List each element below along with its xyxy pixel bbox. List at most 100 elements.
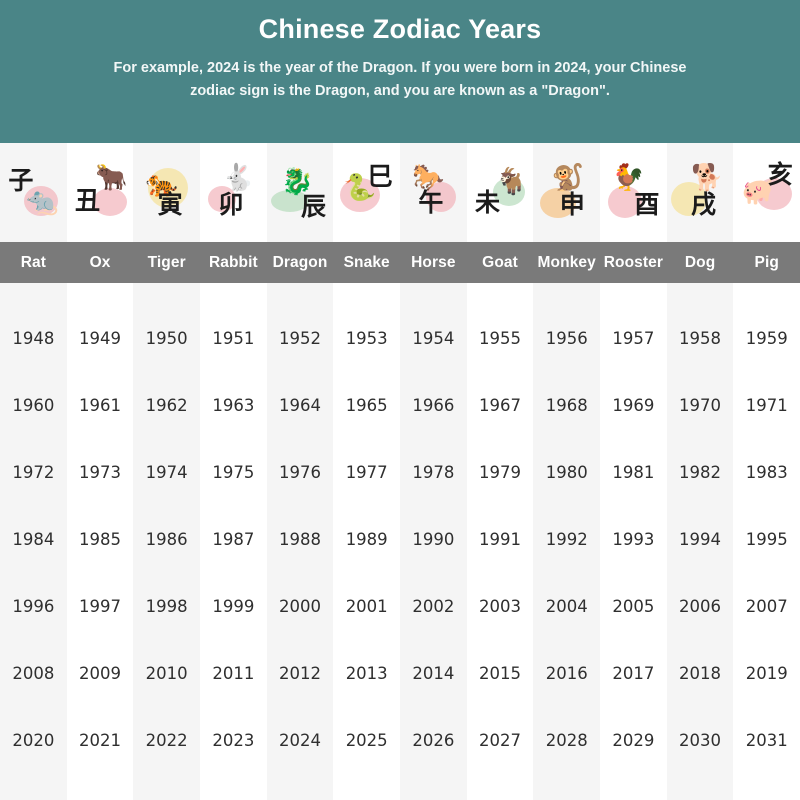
year-cell[interactable]: 1977 [345, 463, 388, 482]
year-cell[interactable]: 1965 [345, 396, 388, 415]
zodiac-name-header-goat[interactable]: Goat [482, 253, 518, 271]
year-cell[interactable]: 1968 [545, 396, 588, 415]
year-cell[interactable]: 1995 [745, 530, 788, 549]
year-cell[interactable]: 1959 [745, 329, 788, 348]
year-cell[interactable]: 1958 [679, 329, 722, 348]
zodiac-name-header-rat[interactable]: Rat [20, 253, 46, 271]
year-cell[interactable]: 2023 [212, 731, 255, 750]
zodiac-icon-cell[interactable]: 🐅 寅 [133, 143, 200, 242]
zodiac-icon-cell[interactable]: 🐓 酉 [600, 143, 667, 242]
year-cell[interactable]: 2001 [345, 597, 388, 616]
year-cell[interactable]: 1999 [212, 597, 255, 616]
year-cell[interactable]: 2002 [412, 597, 455, 616]
zodiac-name-header-monkey[interactable]: Monkey [537, 253, 596, 271]
zodiac-name-header-dragon[interactable]: Dragon [272, 253, 328, 271]
year-cell[interactable]: 1964 [279, 396, 322, 415]
year-cell[interactable]: 1994 [679, 530, 722, 549]
zodiac-icon-cell[interactable]: 🐀 子 [0, 143, 67, 242]
year-cell[interactable]: 1998 [145, 597, 188, 616]
year-cell[interactable]: 1983 [745, 463, 788, 482]
year-cell[interactable]: 2010 [145, 664, 188, 683]
year-cell[interactable]: 1966 [412, 396, 455, 415]
year-cell[interactable]: 1989 [345, 530, 388, 549]
year-cell[interactable]: 1953 [345, 329, 388, 348]
year-cell[interactable]: 1974 [145, 463, 188, 482]
year-cell[interactable]: 1957 [612, 329, 655, 348]
year-cell[interactable]: 1952 [279, 329, 322, 348]
year-cell[interactable]: 2008 [12, 664, 55, 683]
zodiac-name-header-dog[interactable]: Dog [684, 253, 716, 271]
year-cell[interactable]: 2024 [279, 731, 322, 750]
year-cell[interactable]: 1969 [612, 396, 655, 415]
year-cell[interactable]: 2027 [479, 731, 522, 750]
year-cell[interactable]: 1985 [79, 530, 121, 549]
year-cell[interactable]: 1956 [545, 329, 588, 348]
year-cell[interactable]: 2013 [345, 664, 388, 683]
year-cell[interactable]: 2016 [545, 664, 588, 683]
year-cell[interactable]: 2007 [745, 597, 788, 616]
year-cell[interactable]: 1967 [479, 396, 522, 415]
year-cell[interactable]: 2005 [612, 597, 655, 616]
zodiac-icon-cell[interactable]: 🐍 巳 [333, 143, 400, 242]
year-cell[interactable]: 1978 [412, 463, 455, 482]
zodiac-icon-cell[interactable]: 🐕 戌 [667, 143, 734, 242]
year-cell[interactable]: 2022 [145, 731, 188, 750]
year-cell[interactable]: 1996 [12, 597, 55, 616]
year-cell[interactable]: 2003 [479, 597, 522, 616]
zodiac-icon-cell[interactable]: 🐖 亥 [733, 143, 800, 242]
year-cell[interactable]: 2014 [412, 664, 455, 683]
year-cell[interactable]: 2000 [279, 597, 322, 616]
year-cell[interactable]: 2015 [479, 664, 522, 683]
year-cell[interactable]: 1973 [79, 463, 121, 482]
year-cell[interactable]: 1954 [412, 329, 455, 348]
year-cell[interactable]: 1980 [545, 463, 588, 482]
year-cell[interactable]: 1984 [12, 530, 55, 549]
year-cell[interactable]: 1979 [479, 463, 522, 482]
year-cell[interactable]: 2021 [79, 731, 121, 750]
year-cell[interactable]: 1972 [12, 463, 55, 482]
zodiac-icon-cell[interactable]: 🐇 卯 [200, 143, 267, 242]
zodiac-icon-cell[interactable]: 🐂 丑 [67, 143, 134, 242]
year-cell[interactable]: 1988 [279, 530, 322, 549]
zodiac-name-header-horse[interactable]: Horse [411, 253, 456, 271]
year-cell[interactable]: 2029 [612, 731, 655, 750]
year-cell[interactable]: 1990 [412, 530, 455, 549]
year-cell[interactable]: 2012 [279, 664, 322, 683]
year-cell[interactable]: 1987 [212, 530, 255, 549]
year-cell[interactable]: 2020 [12, 731, 55, 750]
year-cell[interactable]: 1963 [212, 396, 255, 415]
year-cell[interactable]: 2030 [679, 731, 722, 750]
year-cell[interactable]: 2009 [79, 664, 121, 683]
year-cell[interactable]: 1948 [12, 329, 55, 348]
year-cell[interactable]: 1993 [612, 530, 655, 549]
year-cell[interactable]: 1970 [679, 396, 722, 415]
year-cell[interactable]: 2006 [679, 597, 722, 616]
zodiac-name-header-rabbit[interactable]: Rabbit [208, 253, 258, 271]
year-cell[interactable]: 1991 [479, 530, 522, 549]
year-cell[interactable]: 1981 [612, 463, 655, 482]
year-cell[interactable]: 1971 [745, 396, 788, 415]
zodiac-icon-cell[interactable]: 🐎 午 [400, 143, 467, 242]
year-cell[interactable]: 1976 [279, 463, 322, 482]
year-cell[interactable]: 1950 [145, 329, 188, 348]
year-cell[interactable]: 1951 [212, 329, 255, 348]
zodiac-icon-cell[interactable]: 🐒 申 [533, 143, 600, 242]
year-cell[interactable]: 1955 [479, 329, 522, 348]
year-cell[interactable]: 1986 [145, 530, 188, 549]
year-cell[interactable]: 1975 [212, 463, 255, 482]
zodiac-name-header-tiger[interactable]: Tiger [147, 253, 186, 271]
year-cell[interactable]: 2017 [612, 664, 655, 683]
zodiac-icon-cell[interactable]: 🐉 辰 [267, 143, 334, 242]
year-cell[interactable]: 1992 [545, 530, 588, 549]
year-cell[interactable]: 2018 [679, 664, 722, 683]
year-cell[interactable]: 2031 [745, 731, 788, 750]
year-cell[interactable]: 2026 [412, 731, 455, 750]
year-cell[interactable]: 1982 [679, 463, 722, 482]
year-cell[interactable]: 1960 [12, 396, 55, 415]
zodiac-icon-cell[interactable]: 🐐 未 [467, 143, 534, 242]
year-cell[interactable]: 2019 [745, 664, 788, 683]
zodiac-name-header-rooster[interactable]: Rooster [603, 253, 664, 271]
zodiac-name-header-pig[interactable]: Pig [754, 253, 779, 271]
year-cell[interactable]: 1961 [79, 396, 121, 415]
year-cell[interactable]: 2004 [545, 597, 588, 616]
